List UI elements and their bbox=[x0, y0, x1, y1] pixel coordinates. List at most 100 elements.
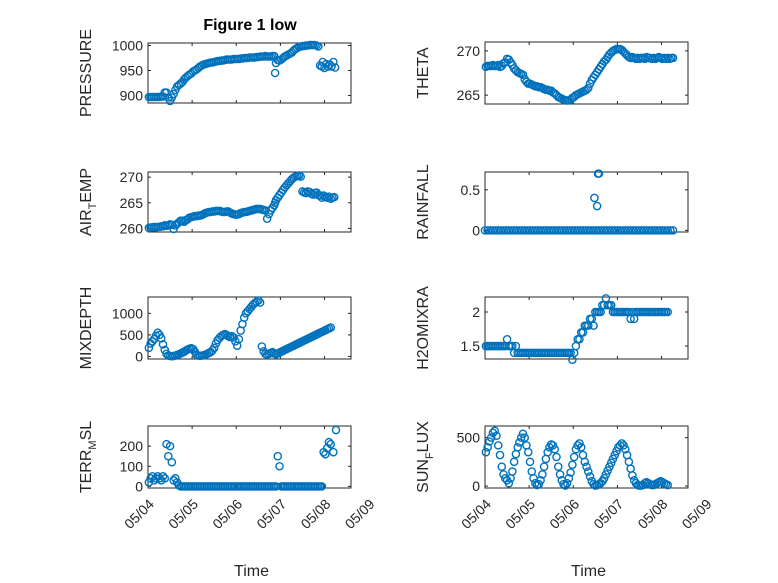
data-point bbox=[171, 474, 180, 483]
data-point bbox=[523, 226, 532, 235]
data-point bbox=[583, 226, 593, 235]
y-tick-label: 0 bbox=[135, 348, 143, 364]
data-point bbox=[324, 437, 334, 447]
data-point bbox=[658, 226, 667, 235]
data-point bbox=[602, 226, 612, 235]
y-axis-label: MIXDEPTH bbox=[78, 287, 95, 370]
data-point bbox=[518, 70, 528, 80]
data-point bbox=[499, 226, 508, 235]
data-point bbox=[663, 480, 673, 490]
series-h2omixra bbox=[481, 294, 673, 364]
data-point bbox=[628, 226, 638, 235]
data-point bbox=[599, 226, 609, 235]
axes-frame bbox=[484, 171, 689, 233]
axes-h2omixra: 1.5 2 H2OMIXRA bbox=[415, 286, 689, 370]
y-tick-label: 0.5 bbox=[461, 182, 481, 198]
data-point bbox=[544, 226, 553, 235]
data-point bbox=[273, 451, 283, 461]
data-point bbox=[329, 447, 338, 457]
data-point bbox=[517, 226, 527, 235]
data-point bbox=[493, 60, 503, 70]
data-point bbox=[515, 226, 524, 235]
data-point bbox=[321, 449, 330, 459]
data-point bbox=[314, 42, 323, 51]
data-point bbox=[525, 226, 535, 235]
data-point bbox=[528, 226, 537, 235]
data-point bbox=[488, 226, 498, 235]
data-point bbox=[158, 340, 168, 349]
y-axis-label: SUNFLUX bbox=[415, 421, 436, 493]
data-point bbox=[317, 482, 327, 491]
data-point bbox=[481, 447, 491, 457]
data-point bbox=[666, 226, 675, 235]
data-point bbox=[562, 226, 572, 235]
data-point bbox=[296, 172, 305, 181]
y-tick-label: 900 bbox=[120, 88, 144, 104]
y-tick-label: 1000 bbox=[112, 38, 143, 54]
data-point bbox=[576, 226, 585, 235]
data-point bbox=[324, 192, 334, 201]
data-point bbox=[565, 226, 575, 235]
data-point bbox=[508, 467, 517, 476]
data-point bbox=[554, 226, 564, 235]
data-point bbox=[655, 226, 665, 235]
data-point bbox=[550, 444, 560, 454]
data-point bbox=[507, 226, 516, 235]
series-air_temp bbox=[144, 171, 339, 234]
data-point bbox=[591, 226, 601, 235]
data-point bbox=[549, 226, 559, 235]
data-point bbox=[326, 323, 336, 332]
data-point bbox=[583, 83, 593, 93]
data-point bbox=[492, 431, 501, 440]
data-point bbox=[501, 226, 511, 235]
data-point bbox=[160, 474, 170, 483]
data-point bbox=[234, 334, 244, 344]
axes-frame bbox=[147, 425, 352, 489]
y-tick-label: 1000 bbox=[112, 305, 143, 321]
y-tick-label: 1.5 bbox=[461, 338, 481, 354]
data-point bbox=[483, 226, 492, 235]
data-point bbox=[636, 226, 646, 235]
data-point bbox=[480, 226, 490, 235]
data-point bbox=[491, 226, 500, 235]
data-point bbox=[275, 461, 284, 471]
y-axis-label: PRESSURE bbox=[78, 29, 95, 117]
data-point bbox=[589, 226, 598, 235]
data-point bbox=[663, 307, 673, 317]
data-point bbox=[257, 342, 267, 351]
data-point bbox=[555, 470, 565, 479]
data-point bbox=[509, 226, 519, 235]
data-point bbox=[543, 447, 552, 457]
y-tick-label: 270 bbox=[120, 169, 144, 185]
data-point bbox=[329, 192, 339, 202]
data-point bbox=[628, 471, 637, 480]
data-point bbox=[515, 438, 524, 447]
data-point bbox=[538, 470, 547, 479]
data-point bbox=[568, 226, 577, 235]
axes-air_temp: 260 265 270 AIRTEMP bbox=[78, 168, 352, 236]
data-point bbox=[583, 467, 593, 476]
data-point bbox=[327, 62, 336, 71]
data-point bbox=[580, 457, 590, 467]
data-point bbox=[585, 472, 595, 481]
data-point bbox=[270, 68, 280, 78]
y-tick-label: 500 bbox=[457, 430, 481, 446]
y-tick-label: 265 bbox=[457, 87, 481, 103]
data-point bbox=[252, 297, 261, 307]
y-tick-label: 500 bbox=[120, 327, 144, 343]
data-point bbox=[326, 439, 336, 449]
data-point bbox=[647, 226, 657, 235]
data-point bbox=[576, 443, 586, 452]
data-point bbox=[520, 433, 530, 442]
data-point bbox=[167, 457, 177, 467]
y-tick-label: 950 bbox=[120, 63, 144, 79]
data-point bbox=[553, 462, 563, 471]
data-point bbox=[613, 226, 622, 235]
x-axis-label: Time bbox=[234, 563, 269, 580]
data-point bbox=[531, 226, 540, 235]
y-tick-label: 265 bbox=[120, 195, 144, 211]
y-tick-label: 200 bbox=[120, 438, 144, 454]
data-point bbox=[663, 226, 673, 235]
y-tick-label: 260 bbox=[120, 220, 144, 236]
data-point bbox=[552, 226, 561, 235]
